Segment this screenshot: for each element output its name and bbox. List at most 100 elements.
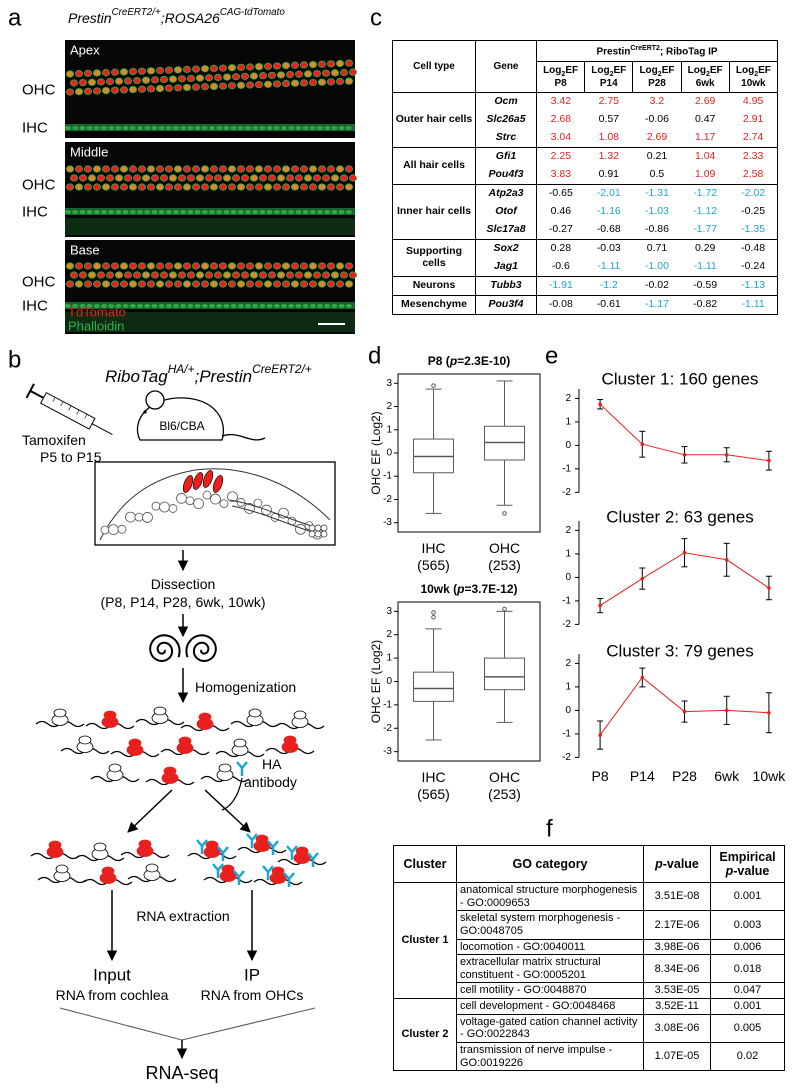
hair-cell bbox=[141, 76, 150, 84]
inner-hair-cell bbox=[129, 210, 136, 214]
hair-cell bbox=[263, 280, 272, 288]
hair-cell bbox=[164, 84, 173, 92]
ganglion-cell bbox=[314, 524, 322, 532]
hair-cell bbox=[141, 271, 150, 279]
support-cell bbox=[100, 525, 110, 535]
hair-cell bbox=[106, 174, 115, 182]
cell-type-group: Outer hair cells Ocm 3.42 2.75 3.2 2.69 4.95 Sl… bbox=[392, 92, 778, 148]
hair-cell bbox=[344, 262, 353, 270]
hair-cell bbox=[303, 271, 312, 279]
ef-value: 2.91 bbox=[742, 113, 764, 126]
hair-cell bbox=[164, 165, 173, 173]
inner-hair-cell bbox=[252, 210, 259, 214]
hair-cell bbox=[97, 78, 106, 86]
inner-hair-cell bbox=[338, 304, 345, 308]
y-tick-label: 0 bbox=[386, 676, 392, 687]
gene-name: Slc17a8 bbox=[475, 221, 537, 240]
hair-cell bbox=[128, 85, 137, 94]
y-tick-label: 3 bbox=[386, 378, 392, 389]
cell-type: Outer hair cells bbox=[392, 92, 476, 148]
support-cell bbox=[168, 504, 178, 513]
y-tick-label: 0 bbox=[565, 440, 571, 451]
header-part: EF bbox=[613, 64, 627, 76]
header-part: EF bbox=[661, 64, 675, 76]
hair-cell bbox=[173, 84, 182, 92]
box-title-part: =3.7E-12) bbox=[464, 582, 517, 596]
strain-label: Bl6/CBA bbox=[159, 419, 204, 433]
inner-hair-cell bbox=[317, 304, 323, 308]
ef-value: 2.25 bbox=[550, 150, 572, 163]
inner-hair-cell bbox=[331, 126, 338, 130]
inner-hair-cell bbox=[101, 210, 107, 214]
syringe-needle bbox=[91, 423, 113, 435]
injection-label: Tamoxifen bbox=[22, 432, 86, 448]
data-point bbox=[598, 733, 602, 737]
hair-cell bbox=[245, 183, 254, 191]
ef-value: 1.17 bbox=[694, 131, 716, 144]
header-part: P28 bbox=[648, 78, 666, 90]
panel-b-title-part: ;Prestin bbox=[194, 367, 252, 386]
step-label: Homogenization bbox=[195, 679, 296, 695]
ef-value: -1.91 bbox=[548, 279, 573, 292]
panel-a-title: PrestinCreERT2/+;ROSA26CAG-tdTomato bbox=[68, 7, 285, 26]
hair-cell bbox=[218, 280, 227, 288]
inner-hair-cell bbox=[122, 126, 129, 130]
hair-cell bbox=[75, 165, 84, 173]
hair-cell bbox=[200, 83, 209, 91]
hair-cell bbox=[218, 262, 227, 270]
hair-cell bbox=[317, 262, 326, 270]
header-part: CreERT2 bbox=[630, 44, 660, 52]
header-part: P14 bbox=[599, 78, 618, 90]
y-tick-label: -1 bbox=[383, 471, 392, 482]
inner-hair-cell bbox=[115, 304, 122, 308]
go-category: extracellular matrix structural constitu… bbox=[456, 954, 644, 984]
data-point bbox=[640, 576, 645, 581]
hair-cell bbox=[128, 165, 137, 173]
hair-cell bbox=[195, 74, 204, 82]
hair-cell bbox=[272, 165, 281, 173]
inner-hair-cell bbox=[158, 126, 165, 130]
inner-hair-cell bbox=[281, 210, 287, 214]
go-table: Cluster GO category p-value Empirical p-valu… bbox=[393, 845, 785, 1072]
header-part: 6wk bbox=[695, 78, 715, 90]
hair-cell bbox=[88, 174, 97, 182]
inner-hair-cell bbox=[115, 210, 122, 214]
hair-cell bbox=[200, 280, 209, 288]
hair-cell bbox=[155, 66, 164, 75]
header-cell: Empirical p-value bbox=[710, 845, 785, 883]
ef-value: -1.00 bbox=[645, 260, 669, 273]
cell-type: Neurons bbox=[392, 276, 476, 296]
timepoint-header: Log2EF 6wk bbox=[680, 61, 730, 93]
syringe-mark bbox=[84, 414, 88, 419]
ribosome-small bbox=[283, 735, 297, 745]
go-category: skeletal system morphogenesis - GO:00487… bbox=[456, 910, 644, 940]
hair-cell bbox=[191, 165, 200, 173]
hair-cell bbox=[335, 262, 344, 270]
inner-hair-cell bbox=[72, 126, 79, 130]
y-tick-label: 0 bbox=[565, 705, 571, 716]
go-row: Cluster 2 cell development - GO:0048468 3.… bbox=[393, 998, 785, 1072]
hair-cell bbox=[299, 262, 308, 270]
hair-cell bbox=[348, 271, 357, 279]
hair-cell bbox=[303, 70, 312, 78]
hair-cell bbox=[236, 81, 245, 89]
ef-value: 2.68 bbox=[550, 113, 572, 126]
y-tick-label: -2 bbox=[562, 619, 571, 630]
inner-hair-cell bbox=[209, 304, 215, 308]
inner-hair-cell bbox=[245, 210, 251, 214]
hair-cell bbox=[79, 271, 88, 279]
hair-cell bbox=[299, 183, 308, 191]
hair-cell bbox=[146, 183, 155, 191]
inner-hair-cell bbox=[137, 304, 143, 308]
cluster-name: Cluster 1 bbox=[393, 881, 457, 1000]
inner-hair-cell bbox=[223, 210, 230, 214]
hair-cell bbox=[93, 262, 102, 270]
ganglion-cell bbox=[314, 530, 322, 538]
inner-hair-cell bbox=[324, 210, 331, 214]
hair-cell bbox=[124, 174, 133, 182]
hair-cell bbox=[209, 64, 218, 73]
inner-hair-cell bbox=[252, 304, 259, 308]
hair-cell bbox=[335, 59, 344, 68]
hair-cell bbox=[213, 271, 222, 279]
inner-hair-cell bbox=[187, 304, 194, 308]
